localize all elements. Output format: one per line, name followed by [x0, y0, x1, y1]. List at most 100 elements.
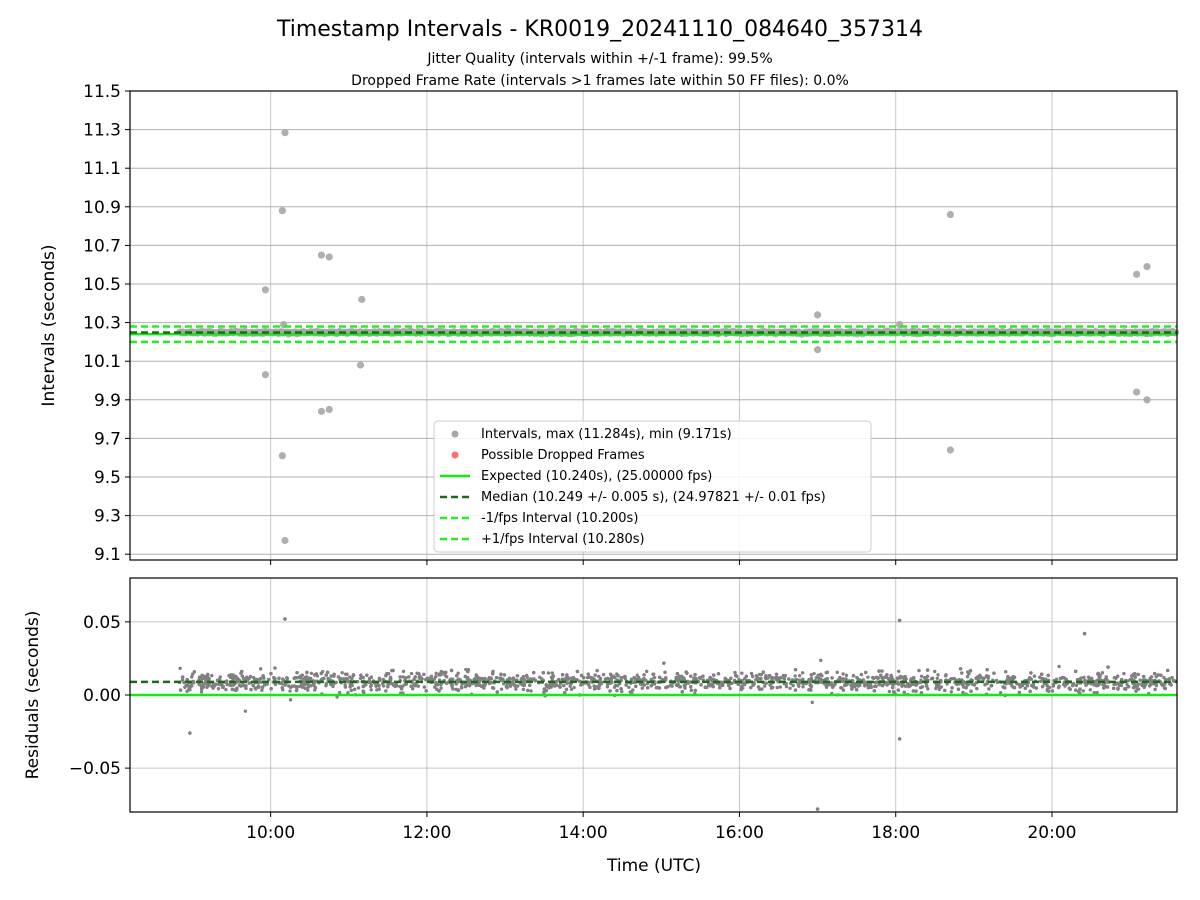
intervals-outlier-point: [261, 286, 270, 294]
residual-point: [608, 689, 612, 693]
residual-point: [546, 671, 551, 675]
residual-point: [1131, 685, 1136, 690]
residual-point: [417, 672, 421, 676]
residual-point: [343, 685, 348, 689]
residual-point: [967, 672, 971, 676]
residual-point: [550, 676, 554, 680]
intervals-y-tick-label: 10.1: [83, 352, 121, 372]
residual-point: [338, 677, 342, 682]
residual-point: [210, 684, 214, 689]
residual-point: [843, 683, 847, 688]
residual-point: [1101, 683, 1105, 687]
residual-point: [1067, 686, 1072, 691]
residual-point: [969, 689, 973, 693]
residual-point: [237, 683, 242, 688]
residual-point: [388, 675, 393, 680]
residual-point: [216, 687, 221, 691]
residual-point: [812, 671, 816, 676]
residual-point: [644, 669, 649, 674]
legend-label-expected: Expected (10.240s), (25.00000 fps): [481, 469, 712, 484]
residual-point: [810, 700, 814, 705]
residual-point: [525, 675, 529, 679]
residual-point: [514, 687, 518, 691]
residual-point: [871, 675, 875, 680]
residual-point: [797, 674, 802, 678]
residual-point: [1106, 665, 1110, 669]
residual-point: [324, 673, 328, 677]
residual-point: [1074, 683, 1079, 688]
residual-point: [409, 684, 413, 688]
residual-point: [880, 676, 884, 680]
residual-point: [384, 689, 388, 693]
residual-point: [809, 673, 814, 677]
chart-title: Timestamp Intervals - KR0019_20241110_08…: [276, 17, 923, 42]
residual-point: [348, 682, 353, 686]
residual-point: [890, 685, 895, 690]
residual-point: [793, 688, 798, 692]
residual-point: [896, 669, 901, 673]
intervals-outlier-point: [1143, 396, 1151, 404]
residual-point: [844, 673, 849, 678]
residual-point: [1126, 685, 1130, 689]
residual-point: [483, 676, 487, 681]
residual-point: [1148, 682, 1153, 686]
residual-point: [451, 687, 455, 691]
residuals-panel: −0.05 0.00 0.05 10:00 12:00 14:00 16:00 18:00 2…: [23, 577, 1178, 876]
residual-point: [814, 676, 818, 680]
residual-point: [925, 674, 930, 678]
residual-point: [887, 676, 891, 681]
residual-point: [986, 676, 990, 680]
residual-point: [251, 683, 255, 688]
residual-point: [324, 683, 328, 688]
residual-point: [569, 687, 574, 691]
residual-point: [949, 690, 953, 694]
intervals-outlier-point: [356, 361, 365, 369]
residual-point: [651, 672, 656, 677]
residual-point: [1119, 677, 1124, 682]
residual-point: [345, 672, 349, 676]
residual-point: [756, 685, 761, 689]
residual-point: [605, 685, 610, 689]
residual-point: [454, 687, 458, 692]
residual-point: [1032, 674, 1037, 678]
residual-point: [562, 683, 566, 688]
residual-point: [386, 683, 390, 687]
residual-point: [791, 683, 795, 688]
residual-point: [413, 675, 417, 679]
residual-point: [933, 669, 937, 674]
residual-point: [774, 675, 779, 680]
residual-point: [502, 673, 507, 677]
residual-point: [998, 690, 1003, 695]
x-tick-label: 14:00: [559, 823, 608, 843]
residual-point: [359, 673, 363, 677]
residual-point: [761, 670, 766, 674]
residual-point: [369, 688, 373, 692]
residual-point: [793, 674, 797, 678]
residual-point: [515, 674, 520, 678]
residual-point: [1032, 685, 1036, 689]
residual-point: [482, 686, 486, 690]
residual-point: [1028, 689, 1032, 694]
residual-point: [1023, 686, 1027, 691]
residual-point: [1142, 685, 1146, 689]
residual-point: [784, 684, 789, 689]
residual-point: [880, 669, 884, 673]
residual-point: [1051, 684, 1055, 688]
residual-point: [200, 687, 204, 691]
residual-point: [767, 673, 772, 678]
residual-point: [764, 681, 768, 685]
residual-point: [212, 684, 217, 688]
residual-point: [949, 677, 954, 681]
residual-point: [1071, 681, 1076, 686]
residual-point: [919, 691, 924, 695]
residual-point: [439, 669, 443, 674]
residual-point: [422, 672, 426, 677]
residual-point: [572, 685, 576, 690]
residual-point: [188, 684, 193, 689]
residual-point: [499, 676, 503, 680]
residual-point: [863, 684, 867, 688]
residual-point: [1003, 686, 1007, 690]
residual-point: [992, 671, 996, 675]
residual-point: [699, 683, 703, 687]
residual-point: [794, 677, 799, 682]
